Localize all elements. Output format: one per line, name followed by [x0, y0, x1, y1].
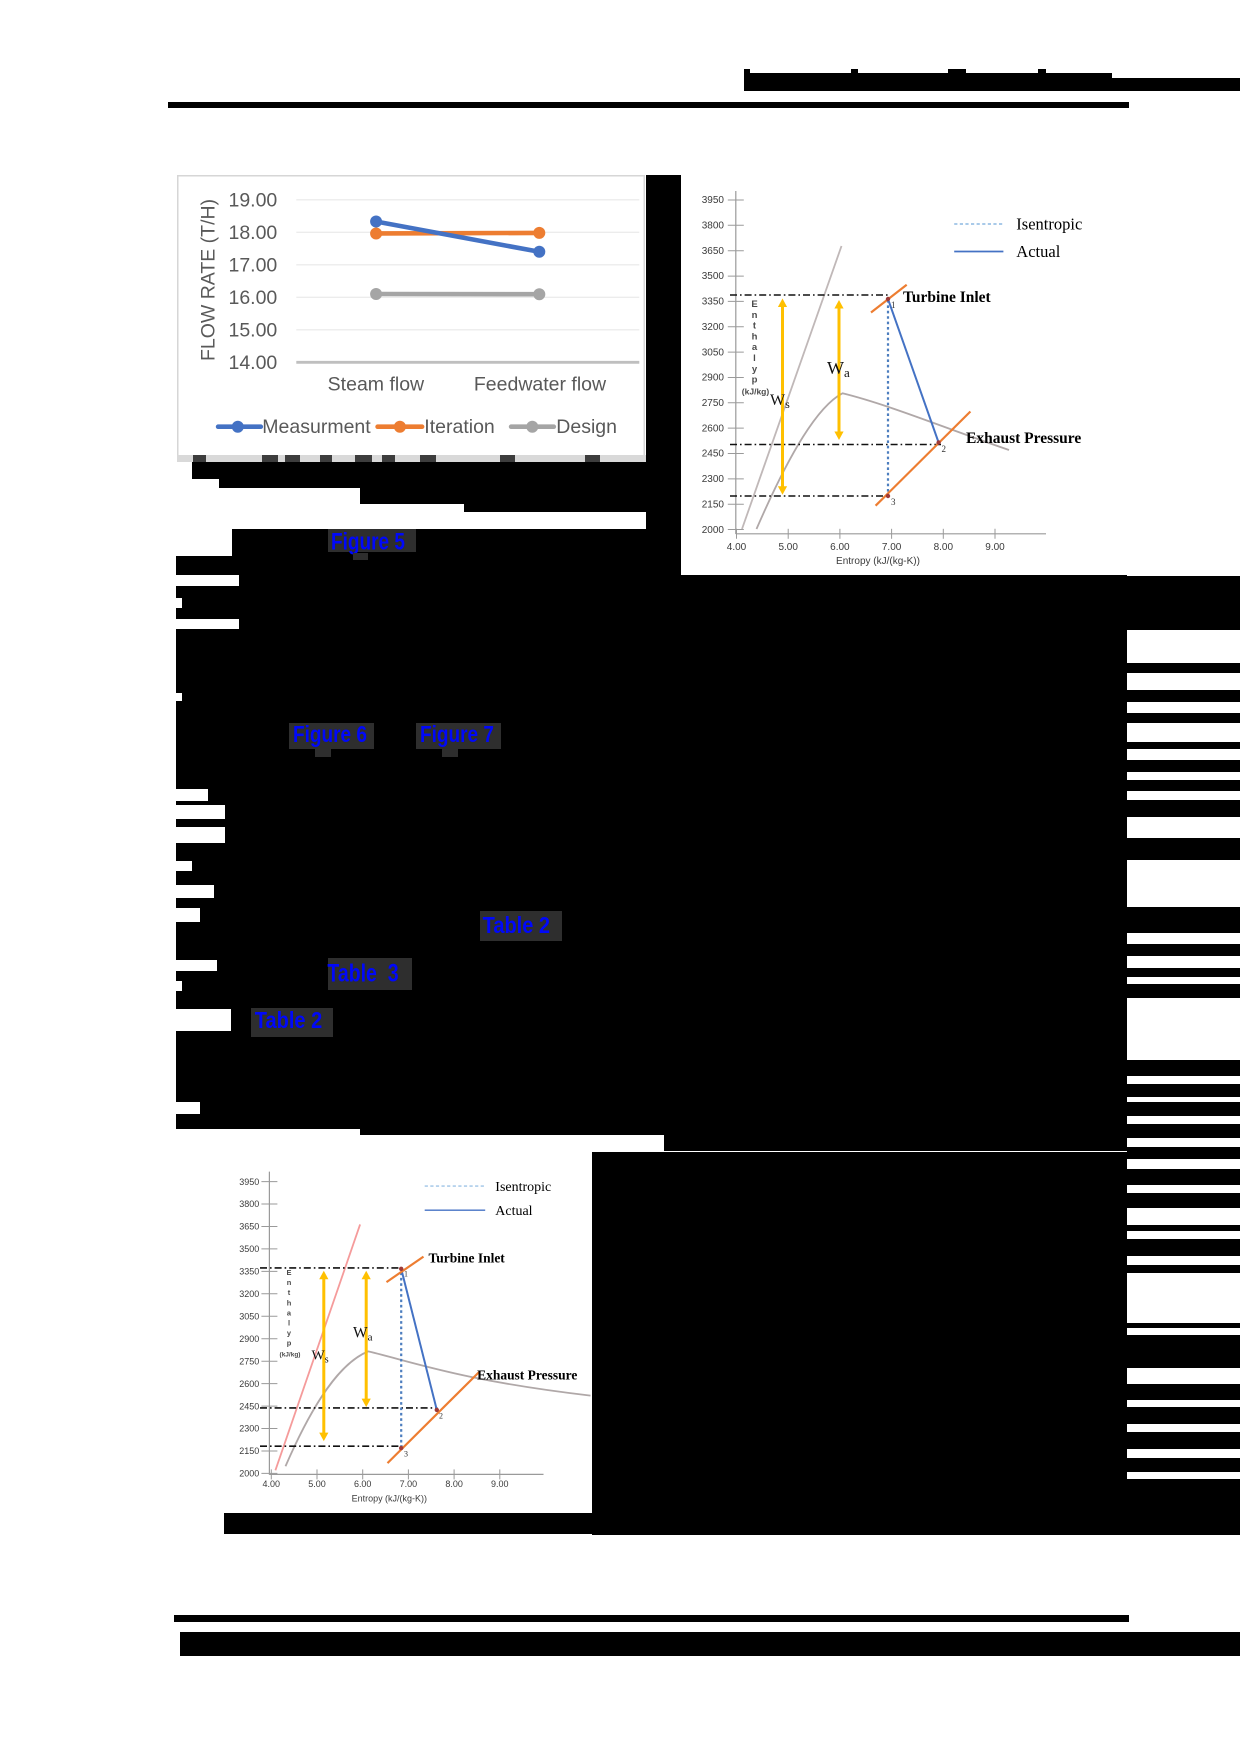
- svg-text:2450: 2450: [239, 1402, 259, 1412]
- svg-text:2000: 2000: [702, 525, 725, 536]
- svg-text:2150: 2150: [702, 499, 725, 510]
- svg-text:3800: 3800: [239, 1200, 259, 1210]
- svg-text:h: h: [286, 1299, 291, 1308]
- svg-text:8.00: 8.00: [445, 1479, 463, 1489]
- svg-text:3650: 3650: [239, 1222, 259, 1232]
- svg-text:p: p: [286, 1339, 291, 1348]
- svg-text:15.00: 15.00: [228, 319, 277, 341]
- svg-text:y: y: [752, 364, 758, 375]
- svg-text:6.00: 6.00: [353, 1479, 371, 1489]
- svg-text:2150: 2150: [239, 1447, 259, 1457]
- svg-text:19.00: 19.00: [228, 189, 277, 211]
- svg-text:Isentropic: Isentropic: [495, 1180, 551, 1195]
- svg-text:3350: 3350: [239, 1267, 259, 1277]
- svg-text:y: y: [286, 1329, 291, 1338]
- svg-text:Entropy (kJ/(kg-K)): Entropy (kJ/(kg-K)): [351, 1494, 426, 1504]
- svg-text:Actual: Actual: [495, 1205, 532, 1220]
- svg-text:2600: 2600: [702, 423, 725, 434]
- svg-text:3200: 3200: [239, 1289, 259, 1299]
- svg-text:h: h: [752, 331, 758, 342]
- svg-text:3050: 3050: [239, 1312, 259, 1322]
- svg-text:16.00: 16.00: [228, 287, 277, 309]
- svg-text:1: 1: [404, 1270, 408, 1279]
- svg-text:3200: 3200: [702, 322, 725, 333]
- svg-text:FLOW RATE (T/H): FLOW RATE (T/H): [197, 199, 219, 361]
- svg-text:5.00: 5.00: [308, 1479, 326, 1489]
- svg-text:Actual: Actual: [1016, 242, 1060, 261]
- svg-text:8.00: 8.00: [934, 542, 954, 553]
- svg-text:(kJ/kg): (kJ/kg): [279, 1352, 300, 1359]
- svg-text:3950: 3950: [239, 1177, 259, 1187]
- svg-text:4.00: 4.00: [727, 542, 747, 553]
- svg-text:9.00: 9.00: [491, 1479, 509, 1489]
- svg-text:17.00: 17.00: [228, 254, 277, 276]
- svg-text:t: t: [287, 1289, 290, 1298]
- svg-text:2900: 2900: [239, 1334, 259, 1344]
- svg-text:2: 2: [942, 444, 947, 454]
- svg-text:Exhaust Pressure: Exhaust Pressure: [966, 430, 1081, 447]
- svg-text:Design: Design: [556, 416, 617, 438]
- svg-text:3: 3: [891, 497, 896, 507]
- svg-text:E: E: [751, 299, 757, 310]
- svg-text:6.00: 6.00: [830, 542, 850, 553]
- svg-text:p: p: [752, 375, 758, 386]
- svg-text:5.00: 5.00: [778, 542, 798, 553]
- svg-text:t: t: [753, 321, 757, 332]
- svg-text:Turbine Inlet: Turbine Inlet: [428, 1251, 505, 1266]
- svg-text:Iteration: Iteration: [424, 416, 494, 438]
- svg-text:Steam flow: Steam flow: [327, 374, 424, 396]
- svg-text:2: 2: [438, 1412, 442, 1421]
- svg-text:Turbine Inlet: Turbine Inlet: [903, 289, 992, 306]
- svg-text:n: n: [286, 1278, 291, 1287]
- svg-text:4.00: 4.00: [262, 1479, 280, 1489]
- svg-text:14.00: 14.00: [228, 352, 277, 374]
- svg-text:a: a: [752, 342, 758, 353]
- svg-text:3: 3: [404, 1450, 408, 1459]
- svg-text:l: l: [753, 353, 756, 364]
- svg-text:l: l: [287, 1319, 289, 1328]
- svg-text:3800: 3800: [702, 221, 725, 232]
- svg-text:Exhaust Pressure: Exhaust Pressure: [477, 1368, 577, 1383]
- svg-text:1: 1: [891, 300, 896, 310]
- svg-text:Feedwater flow: Feedwater flow: [474, 374, 607, 396]
- svg-text:2900: 2900: [702, 373, 725, 384]
- svg-text:Ws: Ws: [311, 1349, 328, 1366]
- svg-text:Ws: Ws: [770, 392, 790, 411]
- svg-text:Measurment: Measurment: [262, 416, 371, 438]
- svg-text:18.00: 18.00: [228, 222, 277, 244]
- svg-text:(kJ/kg): (kJ/kg): [742, 386, 770, 396]
- svg-text:2450: 2450: [702, 449, 725, 460]
- svg-text:3650: 3650: [702, 246, 725, 257]
- svg-text:2300: 2300: [702, 474, 725, 485]
- svg-text:3500: 3500: [702, 271, 725, 282]
- svg-text:n: n: [752, 310, 758, 321]
- svg-text:Entropy (kJ/(kg-K)): Entropy (kJ/(kg-K)): [836, 556, 920, 567]
- svg-text:3050: 3050: [702, 347, 725, 358]
- svg-text:7.00: 7.00: [882, 542, 902, 553]
- svg-text:2600: 2600: [239, 1379, 259, 1389]
- svg-text:a: a: [286, 1309, 291, 1318]
- svg-text:9.00: 9.00: [985, 542, 1005, 553]
- svg-text:3500: 3500: [239, 1244, 259, 1254]
- svg-text:2750: 2750: [239, 1357, 259, 1367]
- svg-text:2300: 2300: [239, 1424, 259, 1434]
- svg-text:2750: 2750: [702, 398, 725, 409]
- svg-text:3350: 3350: [702, 297, 725, 308]
- svg-text:2000: 2000: [239, 1469, 259, 1479]
- svg-text:E: E: [286, 1268, 291, 1277]
- svg-text:3950: 3950: [702, 195, 725, 206]
- svg-text:7.00: 7.00: [399, 1479, 417, 1489]
- svg-text:Isentropic: Isentropic: [1016, 215, 1082, 234]
